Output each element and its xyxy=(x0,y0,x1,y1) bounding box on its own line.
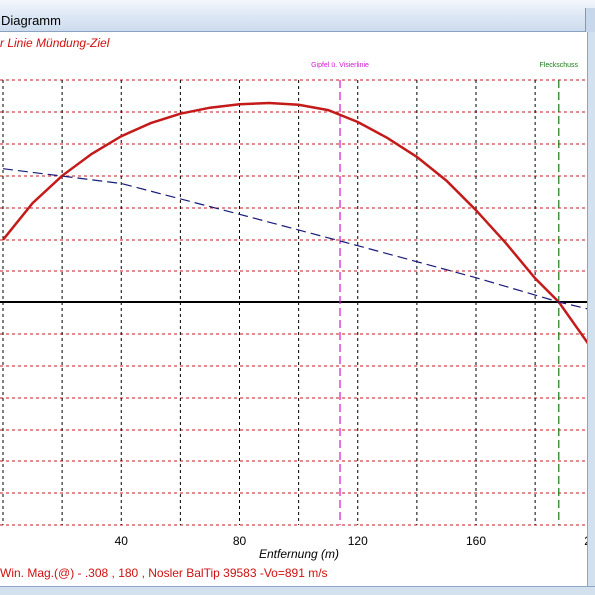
window-frame-right xyxy=(587,32,595,595)
x-tick-label: 160 xyxy=(466,534,486,548)
window-titlebar[interactable]: Diagramm xyxy=(0,0,595,32)
x-tick-label: 80 xyxy=(233,534,247,548)
trajectory-curve xyxy=(2,101,595,356)
window-frame-bottom xyxy=(0,586,595,595)
window-title: Diagramm xyxy=(1,13,61,28)
marker-label: Gipfel ü. Visierlinie xyxy=(311,62,369,69)
x-axis-title: Entfernung (m) xyxy=(259,547,339,561)
window-control-edge[interactable] xyxy=(585,8,595,32)
chart-subtitle: r Linie Mündung-Ziel xyxy=(0,36,110,50)
x-tick-label: 40 xyxy=(115,534,129,548)
x-tick-label: 120 xyxy=(348,534,368,548)
ammo-info-text: Win. Mag.(@) - .308 , 180 , Nosler BalTi… xyxy=(0,566,328,580)
marker-label: Fleckschuss xyxy=(540,62,579,69)
line-of-sight-line xyxy=(2,168,595,312)
